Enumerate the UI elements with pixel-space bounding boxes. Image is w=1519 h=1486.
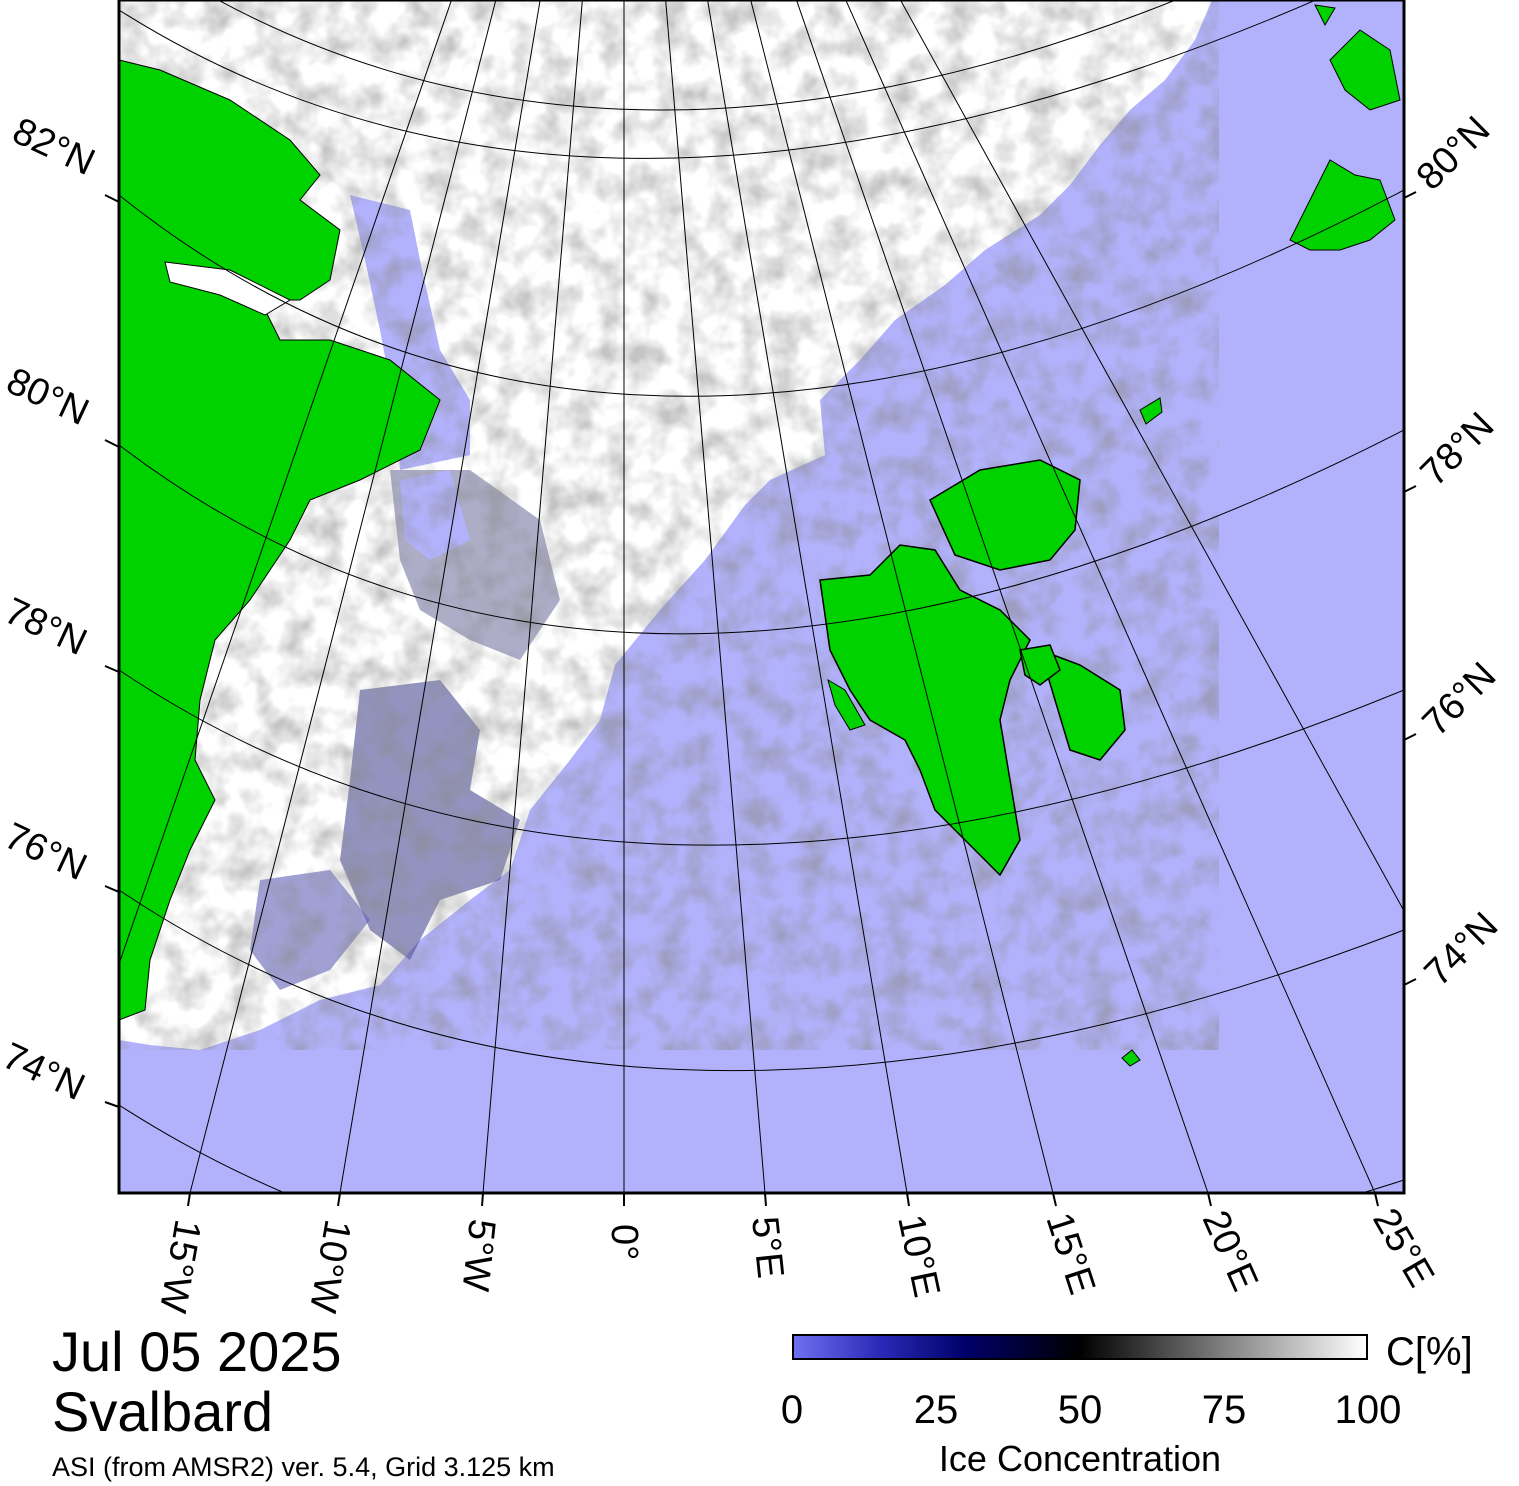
meridian-15e <box>750 0 1054 1193</box>
map-frame <box>117 0 1406 1195</box>
colorbar-tick-0: 0 <box>780 1388 804 1432</box>
polar-circle-86n <box>217 0 1177 111</box>
greenland-fjord <box>164 261 292 316</box>
lat-label-left-78n: 78°N <box>0 590 93 664</box>
parallel-80n <box>119 429 1404 635</box>
lon-label-25e: 25°E <box>1364 1202 1442 1295</box>
lat-label-right-76n: 76°N <box>1415 655 1505 745</box>
bjornoya-island <box>1121 1049 1141 1067</box>
lon-label-10w: 10°W <box>301 1216 359 1315</box>
lat-label-left-80n: 80°N <box>0 360 95 434</box>
parallel-84n <box>119 0 1317 159</box>
barentsoya-island <box>1019 644 1061 686</box>
meridian-5e <box>665 0 766 1193</box>
lon-label-0: 0° <box>603 1224 645 1260</box>
lon-label-5w: 5°W <box>453 1217 502 1293</box>
meridian-10w <box>339 0 541 1193</box>
colorbar-tick-75: 75 <box>1201 1388 1247 1432</box>
colorbar-title: Ice Concentration <box>938 1438 1222 1479</box>
franz-josef-land <box>1289 159 1396 251</box>
greenland-landmass <box>119 59 441 1021</box>
franz-josef-land <box>1329 29 1401 111</box>
frame-ticks <box>104 191 1417 1207</box>
lat-label-left-74n: 74°N <box>0 1035 91 1109</box>
lat-label-right-80n: 80°N <box>1409 109 1499 199</box>
parallel-78n <box>119 669 1404 846</box>
lon-label-10e: 10°E <box>889 1211 947 1301</box>
lat-label-left-76n: 76°N <box>0 815 93 889</box>
parallel-76n <box>119 889 1404 1072</box>
lat-label-right-74n: 74°N <box>1417 905 1507 995</box>
meridian-10e <box>707 0 908 1193</box>
meridian-20e <box>795 0 1209 1193</box>
lon-labels: 15°W 10°W 5°W 0° 5°E 10°E 15°E 20°E 25°E <box>151 1202 1442 1316</box>
meridian-5w <box>482 0 583 1193</box>
spitsbergen-island <box>819 544 1031 877</box>
graticule <box>119 0 1404 1193</box>
product-info: ASI (from AMSR2) ver. 5.4, Grid 3.125 km <box>52 1452 555 1482</box>
parallel-82n <box>119 189 1404 397</box>
colorbar <box>792 1334 1368 1360</box>
meridian-25e <box>845 0 1376 1193</box>
map-region: Svalbard <box>52 1380 274 1443</box>
map-date: Jul 05 2025 <box>52 1320 342 1383</box>
lat-label-left-82n: 82°N <box>6 110 101 184</box>
prins-karls-forland <box>827 678 866 731</box>
meridian-30e <box>899 0 1404 912</box>
lon-label-15e: 15°E <box>1037 1208 1103 1300</box>
nordaustlandet-island <box>929 459 1081 571</box>
lat-label-right-78n: 78°N <box>1413 405 1503 495</box>
lon-label-5e: 5°E <box>743 1215 791 1281</box>
meridian-15w <box>189 0 497 1193</box>
colorbar-tick-100: 100 <box>1334 1388 1402 1432</box>
left-lat-labels: 82°N 80°N 78°N 76°N 74°N <box>0 110 101 1109</box>
colorbar-tick-25: 25 <box>913 1388 959 1432</box>
meridian-20w <box>119 0 453 966</box>
kvitoya-island <box>1139 397 1163 425</box>
lon-label-15w: 15°W <box>151 1216 209 1315</box>
right-lat-labels: 80°N 78°N 76°N 74°N <box>1409 109 1507 995</box>
franz-josef-land <box>1314 4 1336 27</box>
colorbar-unit: C[%] <box>1386 1330 1473 1374</box>
colorbar-tick-50: 50 <box>1057 1388 1103 1432</box>
edgeoya-island <box>1038 648 1126 761</box>
lon-label-20e: 20°E <box>1194 1205 1266 1298</box>
parallel-74n <box>119 1104 1404 1193</box>
